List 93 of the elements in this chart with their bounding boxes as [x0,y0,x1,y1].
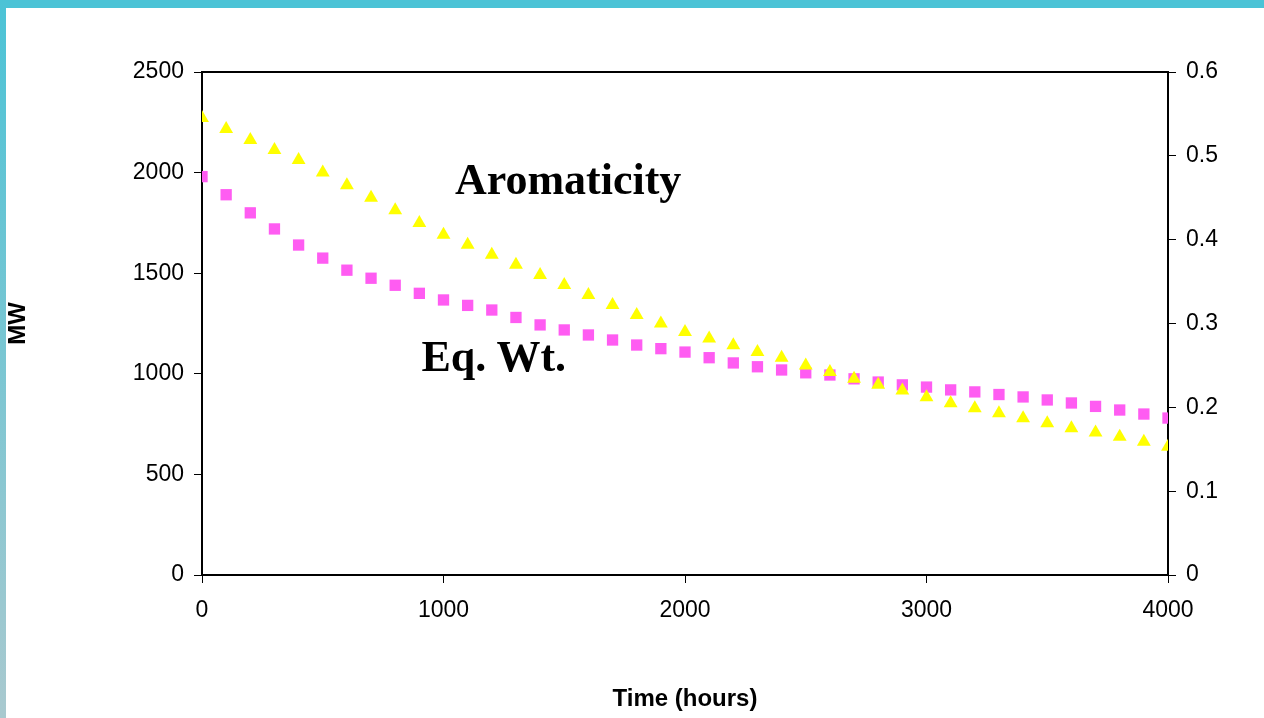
point [339,177,354,190]
point [533,266,548,279]
point [244,207,256,219]
point [727,357,739,369]
point [822,364,837,377]
x-tick-label: 1000 [417,596,470,623]
point [919,389,934,402]
point [460,236,475,249]
x-tick-label: 3000 [900,596,953,623]
y2-tick-label: 0.4 [1186,225,1219,252]
point [605,297,620,310]
point [606,334,619,346]
point [655,342,667,355]
point [1017,391,1029,403]
point [943,395,958,408]
point [317,252,329,264]
point [703,352,715,364]
point [944,384,957,396]
point [750,344,765,356]
annotation: Eq. Wt. [421,331,567,381]
point [388,202,403,215]
point [243,131,258,144]
point [315,164,330,177]
point [292,239,305,251]
point [365,272,377,284]
x-tick-label: 0 [195,596,209,623]
point [969,386,981,398]
point [437,294,450,306]
point [436,226,451,239]
point [967,400,982,413]
point [631,339,643,351]
point [557,276,572,289]
point [341,264,353,276]
annotation: Aromaticity [454,155,682,205]
point [1089,400,1102,413]
point [774,349,789,362]
point [1138,408,1150,420]
y-tick-label: 1500 [132,258,184,285]
point [775,364,788,376]
y-axis-title: MW [3,301,31,345]
point [581,287,596,299]
y2-tick-label: 0.5 [1186,141,1218,168]
point [653,315,668,328]
y-tick-label: 0 [171,560,184,587]
point [509,256,523,269]
point [1040,415,1055,428]
point [220,189,232,201]
y2-tick-label: 0.2 [1186,392,1218,419]
y2-tick-label: 0.6 [1186,57,1218,84]
point [1114,404,1126,416]
y-tick-label: 2500 [132,57,184,84]
x-tick-label: 2000 [659,596,711,623]
point [920,381,933,393]
point [992,405,1006,418]
point [534,319,546,331]
point [484,246,499,259]
point [486,304,498,316]
point [461,299,474,312]
point [364,189,378,202]
point [993,388,1005,401]
point [895,382,910,395]
y-tick-label: 1000 [132,359,184,386]
point [268,223,281,235]
point [413,287,426,299]
y2-tick-label: 0 [1186,560,1199,587]
point [510,311,522,324]
point [1088,424,1103,437]
y-tick-label: 500 [145,459,184,486]
point [798,357,813,370]
point [1041,394,1053,406]
point [389,279,401,291]
point [726,337,741,350]
y-tick-label: 2000 [132,157,184,184]
point [1112,428,1127,441]
point [219,121,234,134]
point [582,329,595,341]
point [412,214,427,227]
point [1016,410,1031,423]
x-axis-title: Time (hours) [612,684,758,712]
point [751,361,764,373]
point [1136,433,1151,446]
y2-tick-label: 0.1 [1186,476,1218,503]
point [679,346,691,358]
point [267,141,282,154]
point [558,324,570,336]
point [1065,397,1078,409]
x-tick-label: 4000 [1142,596,1194,623]
point [291,152,306,165]
point [702,330,717,343]
point [678,323,692,336]
point [629,307,644,320]
point [1064,420,1079,433]
y2-tick-label: 0.3 [1186,308,1218,335]
